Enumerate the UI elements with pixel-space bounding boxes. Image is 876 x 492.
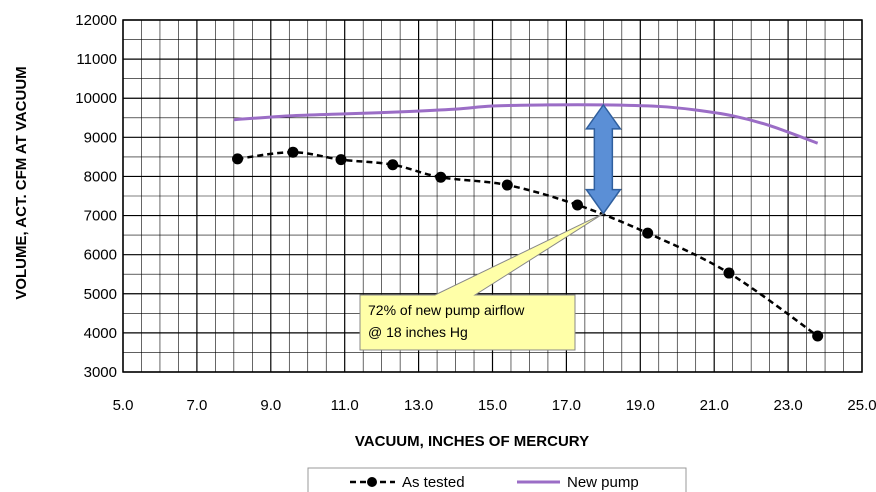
double-arrow [584, 103, 622, 215]
x-tick-labels: 5.0 7.0 9.0 11.0 13.0 15.0 17.0 19.0 21.0 23.0 25.… [113, 397, 876, 414]
y-tick-label: 7000 [84, 208, 117, 225]
data-point-as-tested [232, 153, 244, 165]
y-tick-label: 9000 [84, 129, 117, 146]
series-line-new-pump [233, 103, 819, 145]
y-tick-label: 6000 [84, 247, 117, 264]
y-tick-labels: 3000 4000 5000 6000 7000 8000 9000 10000 11000 12… [75, 12, 117, 381]
callout: 72% of new pump airflow @ 18 inches Hg [359, 213, 604, 351]
y-tick-label: 10000 [75, 90, 117, 107]
callout-box [359, 213, 604, 351]
legend-as-tested-marker [367, 477, 377, 487]
data-point-as-tested [812, 330, 824, 342]
x-tick-label: 15.0 [478, 397, 507, 414]
y-tick-label: 4000 [84, 325, 117, 342]
callout-line-1: 72% of new pump airflow [368, 302, 525, 318]
data-point-as-tested [501, 179, 513, 191]
data-point-as-tested [387, 159, 399, 171]
x-tick-label: 19.0 [626, 397, 655, 414]
x-tick-label: 13.0 [404, 397, 433, 414]
y-tick-label: 8000 [84, 168, 117, 185]
data-point-as-tested [642, 227, 654, 239]
x-tick-label: 11.0 [331, 397, 359, 414]
data-point-as-tested [571, 199, 583, 211]
series-line-as-tested [237, 150, 819, 338]
x-tick-label: 21.0 [700, 397, 729, 414]
x-tick-label: 5.0 [113, 397, 134, 414]
double-arrow-shape [584, 103, 622, 215]
data-point-as-tested [335, 154, 347, 166]
x-tick-label: 9.0 [260, 397, 281, 414]
callout-line-2: @ 18 inches Hg [368, 324, 468, 340]
series-layer [232, 103, 824, 342]
x-tick-label: 25.0 [847, 397, 876, 414]
x-tick-label: 23.0 [773, 397, 802, 414]
data-point-as-tested [287, 146, 299, 158]
data-point-as-tested [435, 171, 447, 183]
x-tick-label: 17.0 [552, 397, 581, 414]
plot-border [122, 19, 863, 373]
y-tick-label: 11000 [76, 51, 117, 68]
y-tick-label: 5000 [84, 286, 117, 303]
legend: As tested New pump [307, 467, 687, 492]
y-axis-title: VOLUME, ACT. CFM AT VACUUM [13, 66, 30, 299]
legend-as-tested-label: As tested [402, 474, 465, 491]
y-tick-label: 12000 [75, 12, 117, 29]
y-tick-label: 3000 [84, 364, 117, 381]
legend-new-pump-label: New pump [567, 474, 639, 491]
x-axis-title: VACUUM, INCHES OF MERCURY [355, 433, 589, 450]
x-tick-label: 7.0 [186, 397, 207, 414]
data-point-as-tested [723, 267, 735, 279]
